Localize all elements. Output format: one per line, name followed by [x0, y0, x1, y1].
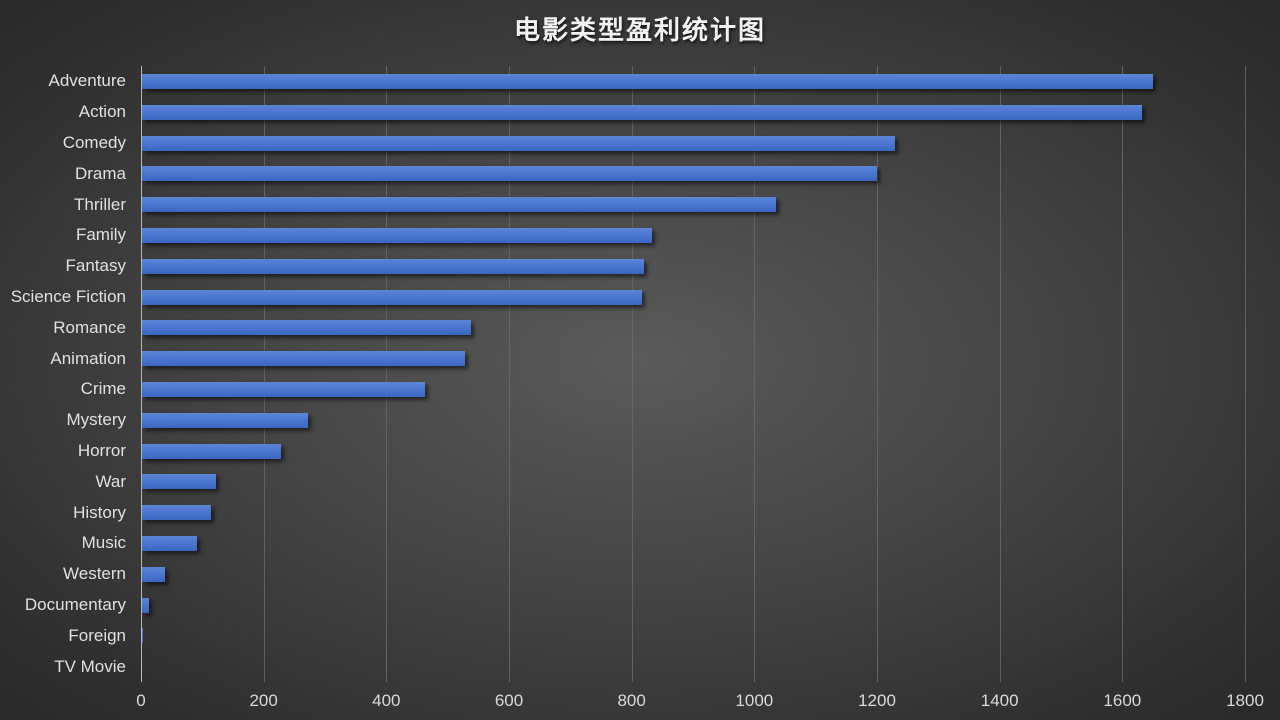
category-label: Action	[78, 102, 126, 122]
bar-animation	[142, 351, 466, 367]
x-tick-label: 600	[494, 691, 524, 710]
x-tick-label: 0	[136, 691, 146, 710]
category-label: Animation	[50, 348, 126, 368]
category-label: Crime	[80, 379, 126, 399]
bar-science-fiction	[142, 289, 643, 305]
category-label: Thriller	[74, 194, 126, 214]
bar-music	[142, 535, 197, 551]
bar-western	[142, 566, 166, 582]
category-label: Mystery	[66, 410, 127, 430]
gridline	[631, 66, 633, 682]
plot-area	[141, 66, 1246, 682]
category-label: Romance	[53, 317, 126, 337]
x-tick-label: 1400	[980, 691, 1019, 710]
category-label: Comedy	[62, 133, 126, 152]
category-label: Music	[81, 533, 126, 553]
category-label: Fantasy	[65, 256, 126, 276]
category-label: Documentary	[24, 595, 126, 614]
gridline	[386, 66, 388, 682]
category-label: Drama	[74, 163, 126, 183]
bar-fantasy	[142, 258, 645, 274]
category-label: Family	[75, 225, 126, 245]
gridline	[754, 66, 756, 682]
bar-horror	[142, 443, 281, 459]
category-label: History	[73, 502, 126, 522]
bar-crime	[142, 381, 425, 397]
gridline	[877, 66, 878, 682]
bar-romance	[142, 320, 471, 336]
x-tick-label: 400	[372, 691, 401, 710]
x-tick-label: 800	[617, 691, 646, 710]
gridline	[509, 66, 510, 682]
gridline	[263, 66, 265, 682]
bar-drama	[142, 166, 877, 182]
gridline	[1122, 66, 1124, 682]
category-label: Foreign	[68, 625, 126, 645]
bar-adventure	[142, 73, 1154, 89]
category-label: Western	[63, 564, 126, 584]
category-label: TV Movie	[54, 656, 126, 676]
bar-action	[142, 104, 1142, 120]
bar-foreign	[142, 628, 143, 644]
category-label: Horror	[77, 441, 126, 460]
bar-thriller	[142, 197, 776, 213]
bar-war	[142, 474, 217, 490]
x-tick-label: 1000	[735, 691, 774, 710]
chart-title: 电影类型盈利统计图	[513, 16, 766, 46]
bar-mystery	[142, 412, 309, 428]
gridline	[999, 66, 1001, 682]
gridline	[1245, 66, 1246, 682]
category-label: War	[95, 471, 126, 491]
x-tick-label: 200	[249, 691, 278, 710]
x-tick-label: 1600	[1103, 691, 1142, 710]
bar-documentary	[142, 597, 149, 613]
y-axis-line	[141, 66, 142, 682]
x-tick-label: 1200	[858, 691, 896, 710]
bar-history	[142, 505, 212, 521]
bar-family	[142, 227, 653, 243]
bar-comedy	[142, 135, 895, 151]
category-label: Adventure	[48, 71, 127, 91]
x-tick-label: 1800	[1226, 691, 1264, 710]
category-label: Science Fiction	[10, 287, 126, 306]
